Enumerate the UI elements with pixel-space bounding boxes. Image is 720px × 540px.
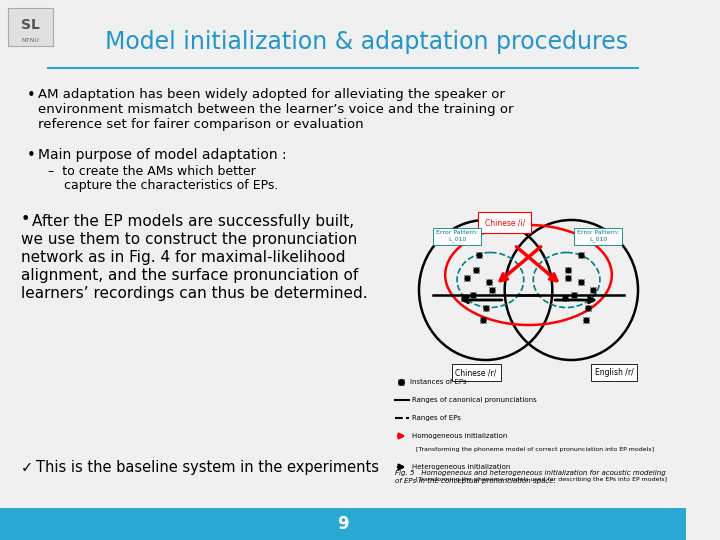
Text: ✓: ✓ [21,460,33,475]
Text: we use them to construct the pronunciation: we use them to construct the pronunciati… [21,232,357,247]
Text: alignment, and the surface pronunciation of: alignment, and the surface pronunciation… [21,268,358,283]
Text: This is the baseline system in the experiments: This is the baseline system in the exper… [36,460,379,475]
Bar [0,508,685,540]
Text: network as in Fig. 4 for maximal-likelihood: network as in Fig. 4 for maximal-likelih… [21,250,346,265]
Text: [Transforming the phoneme models used for describing the EPs into EP models]: [Transforming the phoneme models used fo… [413,477,667,483]
Text: environment mismatch between the learner’s voice and the training or: environment mismatch between the learner… [38,103,513,116]
Text: English /r/: English /r/ [595,368,634,377]
Text: 9: 9 [337,515,348,533]
Bar [8,8,53,46]
Text: reference set for fairer comparison or evaluation: reference set for fairer comparison or e… [38,118,364,131]
Text: [Transforming the phoneme model of correct pronunciation into EP models]: [Transforming the phoneme model of corre… [413,447,654,451]
Text: •: • [27,148,35,163]
Text: AM adaptation has been widely adopted for alleviating the speaker or: AM adaptation has been widely adopted fo… [38,88,505,101]
Text: Chinese /i/: Chinese /i/ [485,218,525,227]
Text: Ranges of EPs: Ranges of EPs [413,415,462,421]
Text: NTNU: NTNU [22,37,40,43]
Text: Error Pattern:
L_010: Error Pattern: L_010 [436,230,478,242]
Text: Chinese /r/: Chinese /r/ [456,368,497,377]
Text: –  to create the AMs which better: – to create the AMs which better [48,165,256,178]
Text: Heterogeneous initialization: Heterogeneous initialization [413,464,510,470]
Text: Homogeneous initialization: Homogeneous initialization [413,433,508,439]
Text: Model initialization & adaptation procedures: Model initialization & adaptation proced… [105,30,628,54]
Text: Main purpose of model adaptation :: Main purpose of model adaptation : [38,148,287,162]
Text: •: • [21,212,30,227]
Text: SL: SL [21,18,40,32]
Text: Error Pattern:
L_010: Error Pattern: L_010 [577,230,619,242]
Text: capture the characteristics of EPs.: capture the characteristics of EPs. [48,179,278,192]
Text: After the EP models are successfully built,: After the EP models are successfully bui… [32,214,354,229]
Text: Fig. 5   Homogeneous and heterogeneous initialization for acoustic modeling
of E: Fig. 5 Homogeneous and heterogeneous ini… [395,470,666,484]
Text: Ranges of canonical pronunciations: Ranges of canonical pronunciations [413,397,537,403]
Text: Instances of EPs: Instances of EPs [410,379,467,385]
Text: •: • [27,88,35,103]
Text: learners’ recordings can thus be determined.: learners’ recordings can thus be determi… [21,286,368,301]
